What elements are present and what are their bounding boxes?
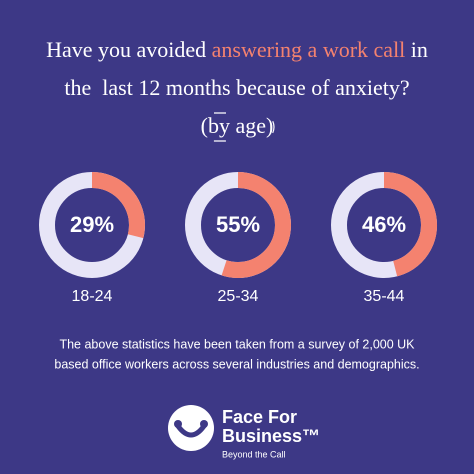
logo-name: Face For xyxy=(222,407,297,427)
title-part: Have you avoided xyxy=(46,37,212,62)
title-line: Have you avoided answering a work call i… xyxy=(46,37,428,62)
title-highlight: answering a work call xyxy=(212,37,406,62)
donut-segment xyxy=(383,172,437,277)
logo-circle xyxy=(168,405,214,451)
logo-smile xyxy=(175,423,207,438)
title-part: in xyxy=(405,37,428,62)
footnote-line: The above statistics have been taken fro… xyxy=(59,337,415,351)
donut-segment xyxy=(91,172,145,239)
donut-segment xyxy=(221,172,291,278)
logo-dot xyxy=(200,420,208,428)
charts: 29% 18-24 55% 25-34 46% 35-44 xyxy=(39,172,437,305)
subtitle: (by age) xyxy=(201,113,274,138)
footnote-line: based office workers across several indu… xyxy=(54,357,419,371)
logo-icon xyxy=(168,405,214,451)
category-label: 18-24 xyxy=(72,288,113,305)
category-label: 25-34 xyxy=(218,288,259,305)
title-line: the last 12 months because of anxiety? xyxy=(64,75,409,100)
subtitle-bracket xyxy=(199,112,275,142)
value-label: 55% xyxy=(216,212,260,237)
logo-dot xyxy=(174,420,182,428)
logo-tagline: Beyond the Call xyxy=(222,449,286,459)
value-label: 46% xyxy=(362,212,406,237)
category-label: 35-44 xyxy=(364,288,405,305)
logo-name: Business™ xyxy=(222,426,320,446)
value-label: 29% xyxy=(70,212,114,237)
